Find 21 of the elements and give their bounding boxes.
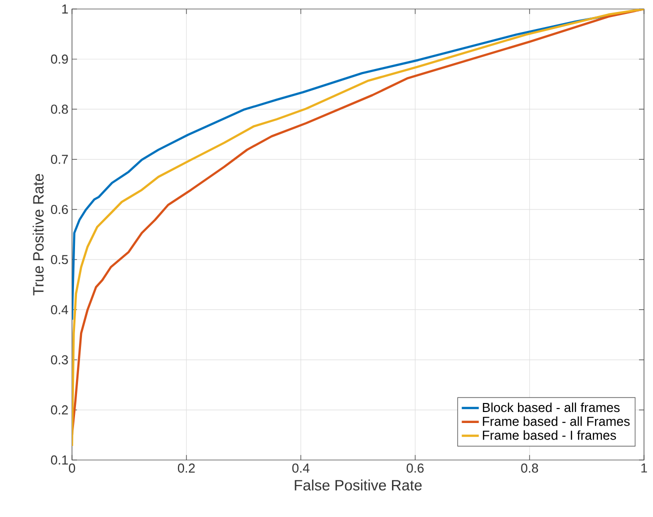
x-tick-label: 0 xyxy=(68,464,76,473)
y-tick-label: 1 xyxy=(62,4,68,14)
legend-label: Frame based - all Frames xyxy=(482,416,630,426)
y-axis-title: True Positive Rate xyxy=(32,174,44,296)
x-tick-label: 0.2 xyxy=(178,464,195,473)
y-tick-label: 0.5 xyxy=(50,254,68,264)
y-tick-label: 0.3 xyxy=(50,355,68,364)
x-tick-label: 1 xyxy=(641,464,647,472)
y-tick-label: 0.9 xyxy=(50,54,68,64)
x-tick-label: 0.6 xyxy=(406,464,424,473)
x-axis-title: False Positive Rate xyxy=(294,480,422,490)
y-tick-label: 0.6 xyxy=(50,204,68,214)
x-tick-label: 0.8 xyxy=(521,464,538,473)
y-tick-label: 0.1 xyxy=(50,455,68,465)
y-tick-label: 0.7 xyxy=(50,154,68,164)
y-tick-label: 0.2 xyxy=(50,405,68,414)
legend-label: Frame based - I frames xyxy=(482,430,616,440)
legend-label: Block based - all frames xyxy=(482,402,620,412)
y-tick-label: 0.4 xyxy=(50,305,68,314)
x-tick-label: 0.4 xyxy=(292,464,310,473)
y-tick-label: 0.8 xyxy=(50,104,68,114)
